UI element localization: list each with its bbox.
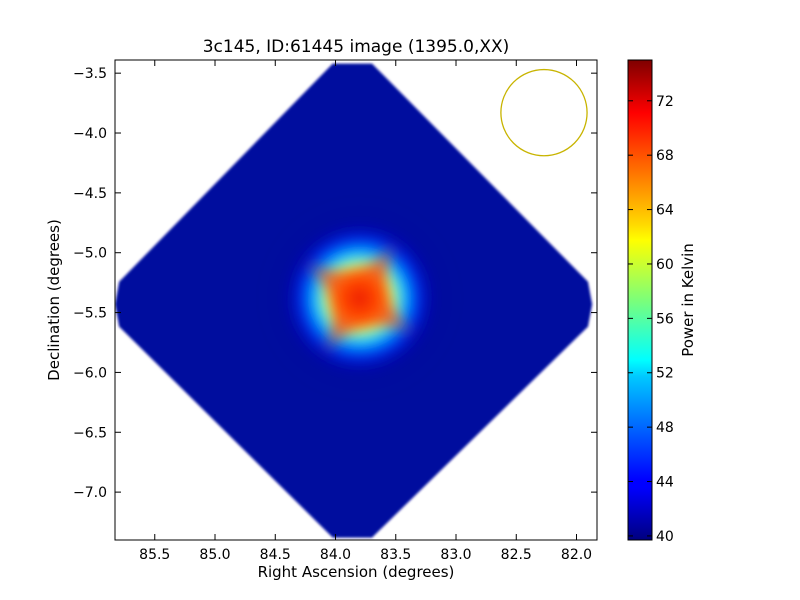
colorbar-ticks: 40 44 48 52 56 60 64 68 72 — [628, 94, 674, 545]
chart-title: 3c145, ID:61445 image (1395.0,XX) — [203, 37, 510, 57]
x-tick-label: 84.0 — [320, 547, 351, 563]
y-tick-label: −4.0 — [73, 126, 107, 142]
colorbar-tick-label: 52 — [656, 366, 674, 382]
y-tick-label: −3.5 — [73, 66, 107, 82]
x-tick-label: 82.0 — [561, 547, 592, 563]
x-tick-label: 85.5 — [139, 547, 170, 563]
colorbar-tick-label: 60 — [656, 257, 674, 273]
y-tick-label: −4.5 — [73, 186, 107, 202]
x-tick-label: 83.0 — [440, 547, 471, 563]
x-tick-label: 85.0 — [199, 547, 230, 563]
y-tick-label: −5.0 — [73, 246, 107, 262]
colorbar — [627, 59, 653, 541]
heatmap-image — [115, 63, 593, 538]
y-axis-ticks: −3.5 −4.0 −4.5 −5.0 −5.5 −6.0 −6.5 −7.0 — [73, 66, 597, 501]
x-tick-label: 83.5 — [380, 547, 411, 563]
y-axis-label: Declination (degrees) — [45, 219, 63, 381]
plot-frame — [114, 59, 598, 541]
colorbar-tick-label: 44 — [656, 475, 674, 491]
colorbar-tick-label: 68 — [656, 148, 674, 164]
x-axis-label: Right Ascension (degrees) — [258, 563, 455, 581]
y-tick-label: −5.5 — [73, 306, 107, 322]
x-tick-label: 84.5 — [260, 547, 291, 563]
colorbar-tick-label: 48 — [656, 420, 674, 436]
colorbar-tick-label: 64 — [656, 203, 674, 219]
beam-circle — [500, 68, 588, 157]
colorbar-tick-label: 56 — [656, 311, 674, 327]
x-axis-ticks: 85.5 85.0 84.5 84.0 83.5 83.0 82.5 82.0 — [139, 60, 592, 563]
bright-source — [289, 228, 430, 369]
source-core — [305, 243, 415, 353]
colorbar-tick-label: 72 — [656, 94, 674, 110]
colorbar-label: Power in Kelvin — [679, 243, 697, 357]
y-tick-label: −7.0 — [73, 485, 107, 501]
colorbar-tick-label: 40 — [656, 529, 674, 545]
y-tick-label: −6.5 — [73, 425, 107, 441]
x-tick-label: 82.5 — [501, 547, 532, 563]
y-tick-label: −6.0 — [73, 365, 107, 381]
